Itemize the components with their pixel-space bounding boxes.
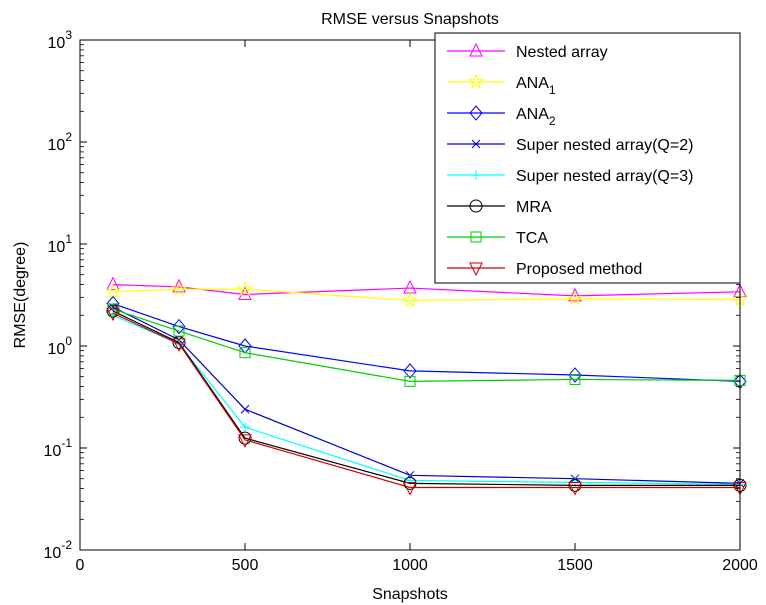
series-line: [112, 306, 741, 484]
legend-item: Nested array: [447, 42, 608, 61]
legend-label: MRA: [516, 199, 552, 216]
legend-item: Proposed method: [447, 261, 642, 278]
series-line: [112, 288, 741, 301]
legend-label: ANA1: [516, 75, 556, 97]
data-point: [404, 375, 416, 387]
x-tick-label: 1500: [557, 557, 593, 574]
y-tick-label: 100: [48, 334, 73, 358]
legend-label: Super nested array(Q=3): [516, 168, 693, 185]
legend-marker: [471, 139, 481, 149]
legend-item: Super nested array(Q=2): [447, 137, 693, 154]
legend-label: Super nested array(Q=2): [516, 137, 693, 154]
legend-label: ANA2: [516, 106, 556, 128]
data-point: [568, 287, 582, 302]
series-line: [112, 312, 740, 489]
series-2: [105, 280, 748, 308]
legend-marker: [469, 199, 483, 213]
y-tick-label: 101: [48, 232, 73, 256]
legend-marker: [469, 262, 483, 277]
y-tick-label: 10-1: [44, 436, 73, 460]
legend-box: [434, 32, 741, 284]
y-axis-label: RMSE(degree): [12, 242, 29, 349]
data-point: [402, 291, 418, 308]
data-point: [239, 347, 251, 359]
data-point: [568, 367, 582, 383]
x-tick-label: 2000: [722, 557, 758, 574]
legend-label: TCA: [516, 230, 548, 247]
data-point: [173, 325, 185, 337]
legend-marker: [469, 42, 483, 57]
legend-label: Proposed method: [516, 261, 642, 278]
legend-item: ANA2: [447, 105, 556, 128]
data-point: [171, 280, 187, 297]
legend-marker: [469, 105, 483, 121]
y-tick-label: 102: [48, 130, 73, 154]
data-point: [105, 283, 121, 299]
x-tick-label: 0: [76, 557, 85, 574]
series-line: [112, 303, 741, 382]
data-point: [172, 338, 186, 352]
chart-title: RMSE versus Snapshots: [321, 11, 499, 28]
data-point: [172, 318, 186, 335]
x-axis-label: Snapshots: [372, 586, 448, 603]
data-point: [238, 434, 252, 449]
y-tick-label: 10-2: [44, 538, 73, 562]
data-point: [240, 404, 250, 414]
data-point: [240, 422, 250, 433]
legend-item: ANA1: [447, 73, 556, 97]
series-line: [112, 310, 740, 486]
legend: Nested array ANA1 ANA2 Super nested array(Q…: [434, 32, 741, 284]
legend-label: Nested array: [516, 44, 608, 61]
data-point: [106, 276, 120, 291]
y-tick-label: 103: [48, 28, 73, 52]
x-tick-label: 1000: [392, 557, 428, 574]
data-point: [569, 373, 581, 385]
legend-marker: [470, 231, 482, 243]
legend-item: MRA: [447, 199, 552, 216]
x-tick-label: 500: [232, 557, 259, 574]
data-point: [403, 363, 417, 379]
legend-marker: [471, 170, 481, 180]
data-point: [568, 478, 582, 492]
data-point: [238, 286, 252, 300]
data-point: [106, 307, 120, 322]
legend-item: TCA: [447, 230, 548, 247]
data-point: [568, 481, 582, 496]
data-point: [567, 290, 583, 306]
legend-item: Super nested array(Q=3): [447, 168, 693, 185]
legend-marker: [468, 73, 484, 89]
series-line: [112, 283, 741, 297]
data-point: [403, 481, 417, 496]
data-point: [238, 431, 252, 445]
data-point: [237, 280, 253, 297]
series-line: [112, 308, 741, 382]
